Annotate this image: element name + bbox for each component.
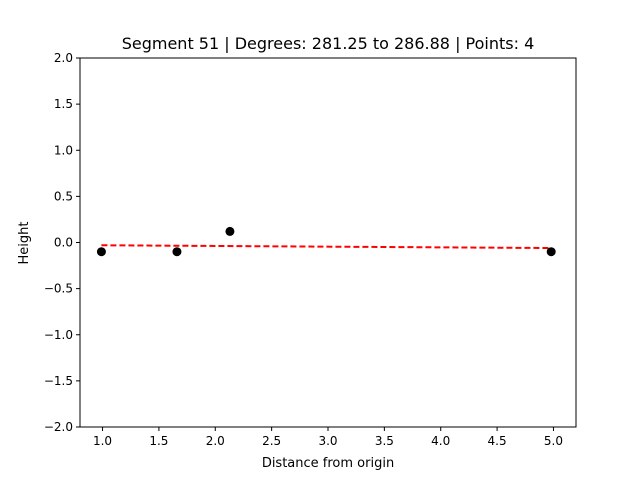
x-tick-label: 5.0 — [544, 434, 563, 448]
y-tick-label: 2.0 — [54, 51, 73, 65]
y-tick-label: −1.0 — [44, 328, 73, 342]
data-point — [546, 247, 556, 257]
x-tick-label: 4.0 — [431, 434, 450, 448]
x-tick-label: 4.5 — [488, 434, 507, 448]
data-point — [172, 247, 182, 257]
y-tick-label: −0.5 — [44, 282, 73, 296]
y-tick-label: 0.5 — [54, 189, 73, 203]
y-tick-label: 1.5 — [54, 97, 73, 111]
x-tick-label: 1.5 — [149, 434, 168, 448]
y-axis-label: Height — [17, 222, 32, 265]
y-tick-label: −2.0 — [44, 420, 73, 434]
x-tick-label: 3.5 — [375, 434, 394, 448]
x-tick-label: 3.0 — [318, 434, 337, 448]
data-point — [96, 247, 106, 257]
y-tick-label: 1.0 — [54, 143, 73, 157]
plot-frame — [79, 57, 577, 428]
x-tick-label: 2.5 — [262, 434, 281, 448]
y-tick-label: −1.5 — [44, 374, 73, 388]
chart-title: Segment 51 | Degrees: 281.25 to 286.88 |… — [122, 34, 535, 53]
x-axis-label: Distance from origin — [262, 456, 394, 471]
x-tick-label: 2.0 — [206, 434, 225, 448]
y-tick-label: 0.0 — [54, 236, 73, 250]
plot-area: 1.0 1.5 2.0 2.5 3.0 3.5 4.0 4.5 5.0 2.0 1.5 1.0 0.5 0… — [44, 51, 577, 448]
fit-line — [101, 244, 552, 250]
x-tick-label: 1.0 — [93, 434, 112, 448]
data-point — [225, 226, 235, 236]
